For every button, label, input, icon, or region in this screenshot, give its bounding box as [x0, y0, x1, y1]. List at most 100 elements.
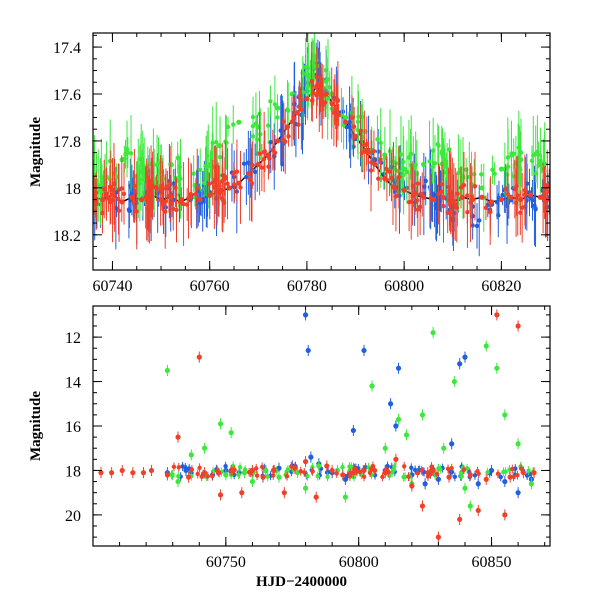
data-point	[389, 470, 395, 475]
top-panel: 60740 60760 60780 60800 60820 17.4 17.6 17.8 18 1…	[28, 32, 551, 295]
data-point	[340, 472, 346, 478]
data-point	[132, 183, 137, 189]
data-point	[415, 181, 421, 186]
data-point	[196, 354, 202, 360]
x-tick-label: 60800	[339, 554, 379, 571]
data-point	[302, 470, 307, 475]
data-point	[384, 166, 389, 172]
data-point	[164, 472, 170, 478]
data-point	[420, 194, 427, 200]
data-point	[228, 467, 234, 474]
data-point	[331, 110, 337, 115]
data-point	[498, 166, 504, 172]
data-point	[313, 494, 319, 500]
data-point	[393, 423, 399, 429]
data-point	[286, 134, 291, 139]
data-point	[206, 181, 212, 187]
data-point	[396, 168, 401, 174]
data-point	[254, 473, 260, 478]
data-point	[462, 485, 468, 491]
data-point	[305, 473, 310, 479]
data-point	[507, 474, 513, 480]
data-point	[347, 120, 352, 125]
x-tick-label: 60750	[206, 554, 246, 571]
data-point	[440, 194, 446, 200]
data-point	[435, 534, 442, 540]
data-point	[515, 323, 521, 329]
data-point	[308, 454, 314, 460]
data-point	[333, 117, 338, 122]
data-point	[302, 485, 309, 491]
data-point	[289, 91, 295, 97]
data-point	[406, 474, 411, 479]
data-point	[302, 458, 309, 465]
data-point	[315, 473, 320, 479]
data-point	[198, 167, 203, 173]
data-point	[501, 469, 506, 475]
data-point	[430, 330, 436, 336]
data-point	[314, 84, 320, 90]
data-point	[362, 142, 367, 148]
data-point	[217, 492, 224, 498]
data-point	[101, 186, 107, 192]
data-point	[547, 189, 550, 194]
data-point	[382, 445, 388, 451]
data-point	[518, 157, 524, 163]
data-point	[100, 197, 106, 203]
data-point	[109, 192, 116, 198]
data-point	[171, 464, 177, 470]
data-point	[518, 466, 524, 471]
data-point	[169, 201, 175, 207]
data-point	[158, 188, 163, 193]
data-point	[234, 169, 240, 174]
data-point	[496, 213, 501, 218]
data-point	[357, 469, 363, 475]
data-point	[175, 434, 181, 440]
data-point	[395, 365, 402, 371]
data-point	[318, 90, 324, 95]
data-point	[130, 470, 136, 476]
data-point	[351, 474, 357, 480]
data-point	[310, 469, 315, 474]
data-point	[167, 181, 173, 187]
data-point	[375, 137, 380, 142]
data-point	[417, 204, 423, 210]
data-point	[188, 452, 194, 458]
data-point	[448, 191, 453, 196]
data-point	[457, 516, 463, 522]
data-point	[349, 115, 355, 120]
data-point	[271, 467, 277, 474]
data-point	[401, 166, 407, 172]
data-point	[488, 467, 495, 474]
data-point	[395, 416, 402, 422]
data-point	[533, 171, 539, 176]
data-point	[140, 470, 147, 476]
x-tick-label: 60800	[384, 278, 424, 295]
data-point	[391, 185, 398, 191]
data-point	[462, 354, 468, 360]
data-point	[422, 184, 427, 189]
data-point	[129, 194, 135, 200]
data-point	[361, 467, 367, 474]
data-point	[236, 472, 241, 477]
data-point	[265, 474, 270, 479]
data-point	[245, 171, 252, 177]
data-point	[439, 181, 445, 187]
data-point	[183, 467, 189, 474]
data-point	[475, 507, 481, 514]
data-point	[294, 110, 300, 116]
data-point	[325, 77, 331, 82]
data-point	[485, 470, 490, 475]
data-point	[168, 161, 174, 168]
data-point	[216, 143, 223, 149]
series-red	[98, 309, 537, 543]
data-point	[430, 197, 436, 203]
data-point	[201, 445, 208, 451]
data-point	[467, 472, 473, 478]
data-point	[400, 159, 406, 165]
data-point	[258, 131, 263, 137]
series-red	[93, 41, 550, 250]
data-point	[533, 206, 538, 211]
data-point	[411, 192, 417, 198]
